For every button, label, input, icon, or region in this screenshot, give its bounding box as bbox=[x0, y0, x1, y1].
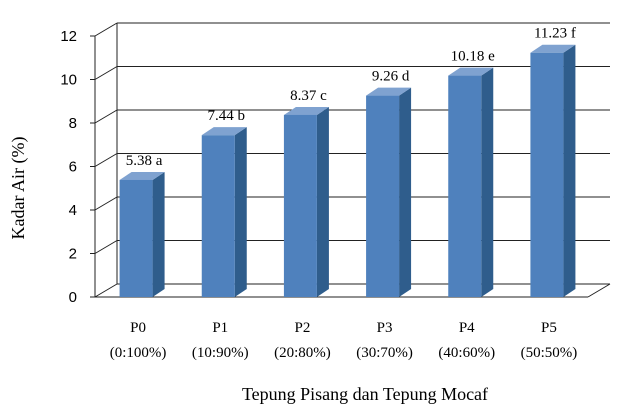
x-category-label: P5 bbox=[541, 320, 557, 336]
bar-front bbox=[530, 52, 564, 298]
gridline-diagonal bbox=[94, 196, 118, 211]
y-tick-label: 4 bbox=[69, 202, 77, 219]
gridline-diagonal bbox=[94, 240, 118, 254]
y-tick-label: 10 bbox=[60, 72, 77, 89]
y-tick-labels: 0 2 4 6 8 10 12 bbox=[60, 28, 77, 306]
data-label: 10.18 e bbox=[451, 49, 496, 65]
bar-front bbox=[283, 114, 317, 297]
data-label: 7.44 b bbox=[208, 108, 246, 124]
bar-front bbox=[448, 75, 482, 298]
bar-front bbox=[366, 95, 400, 297]
y-axis-title: Kadar Air (%) bbox=[8, 137, 29, 240]
bar bbox=[119, 171, 165, 297]
gridlines bbox=[90, 22, 610, 298]
data-label: 8.37 c bbox=[290, 88, 327, 104]
gridline-diagonal bbox=[94, 66, 118, 80]
x-category-sublabel: (50:50%) bbox=[521, 345, 578, 361]
data-label: 9.26 d bbox=[372, 69, 410, 85]
x-category-labels: P0 (0:100%) P1 (10:90%) P2 (20:80%) P3 (30:70%)… bbox=[110, 320, 577, 361]
gridline-diagonal bbox=[94, 109, 118, 124]
bar bbox=[448, 67, 494, 298]
x-category-sublabel: (10:90%) bbox=[192, 345, 249, 361]
x-category-sublabel: (20:80%) bbox=[274, 345, 331, 361]
bar-side bbox=[152, 171, 165, 297]
bar bbox=[530, 44, 576, 298]
x-category-sublabel: (40:60%) bbox=[438, 345, 495, 361]
y-tick-label: 6 bbox=[69, 159, 77, 176]
bar-side bbox=[316, 106, 329, 297]
y-tick-label: 8 bbox=[69, 115, 77, 132]
x-category-label: P0 bbox=[130, 320, 146, 336]
gridline-diagonal bbox=[94, 22, 118, 37]
floor-right-edge bbox=[587, 283, 611, 298]
x-category-sublabel: (30:70%) bbox=[356, 345, 413, 361]
bar-top bbox=[448, 67, 494, 76]
bar bbox=[283, 106, 329, 297]
y-tick-label: 0 bbox=[69, 289, 77, 306]
x-category-label: P2 bbox=[294, 320, 310, 336]
data-labels: 5.38 a 7.44 b 8.37 c 9.26 d 10.18 e 11.23 f bbox=[126, 26, 576, 169]
x-category-label: P4 bbox=[459, 320, 475, 336]
gridline-diagonal bbox=[94, 153, 118, 167]
chart-walls bbox=[94, 23, 611, 298]
bar-side bbox=[399, 87, 412, 297]
y-tick-label: 12 bbox=[60, 28, 77, 45]
bar-front bbox=[119, 179, 153, 297]
x-category-label: P1 bbox=[212, 320, 228, 336]
bar-side bbox=[563, 44, 576, 298]
bar-top bbox=[283, 106, 329, 115]
x-axis-title: Tepung Pisang dan Tepung Mocaf bbox=[242, 384, 488, 404]
bar bbox=[366, 87, 412, 297]
bar-front bbox=[201, 135, 235, 297]
bar-top bbox=[366, 87, 412, 96]
gridline-diagonal bbox=[94, 283, 118, 298]
bar-side bbox=[234, 127, 247, 298]
bar-top bbox=[119, 171, 165, 180]
data-label: 5.38 a bbox=[126, 153, 163, 169]
y-tick-label: 2 bbox=[69, 246, 77, 263]
x-category-sublabel: (0:100%) bbox=[110, 345, 167, 361]
bar-top bbox=[201, 127, 247, 136]
bar bbox=[201, 127, 247, 298]
x-category-label: P3 bbox=[377, 320, 393, 336]
bars bbox=[119, 44, 576, 298]
bar-top bbox=[530, 44, 576, 53]
bar-side bbox=[481, 67, 494, 298]
data-label: 11.23 f bbox=[534, 26, 576, 42]
